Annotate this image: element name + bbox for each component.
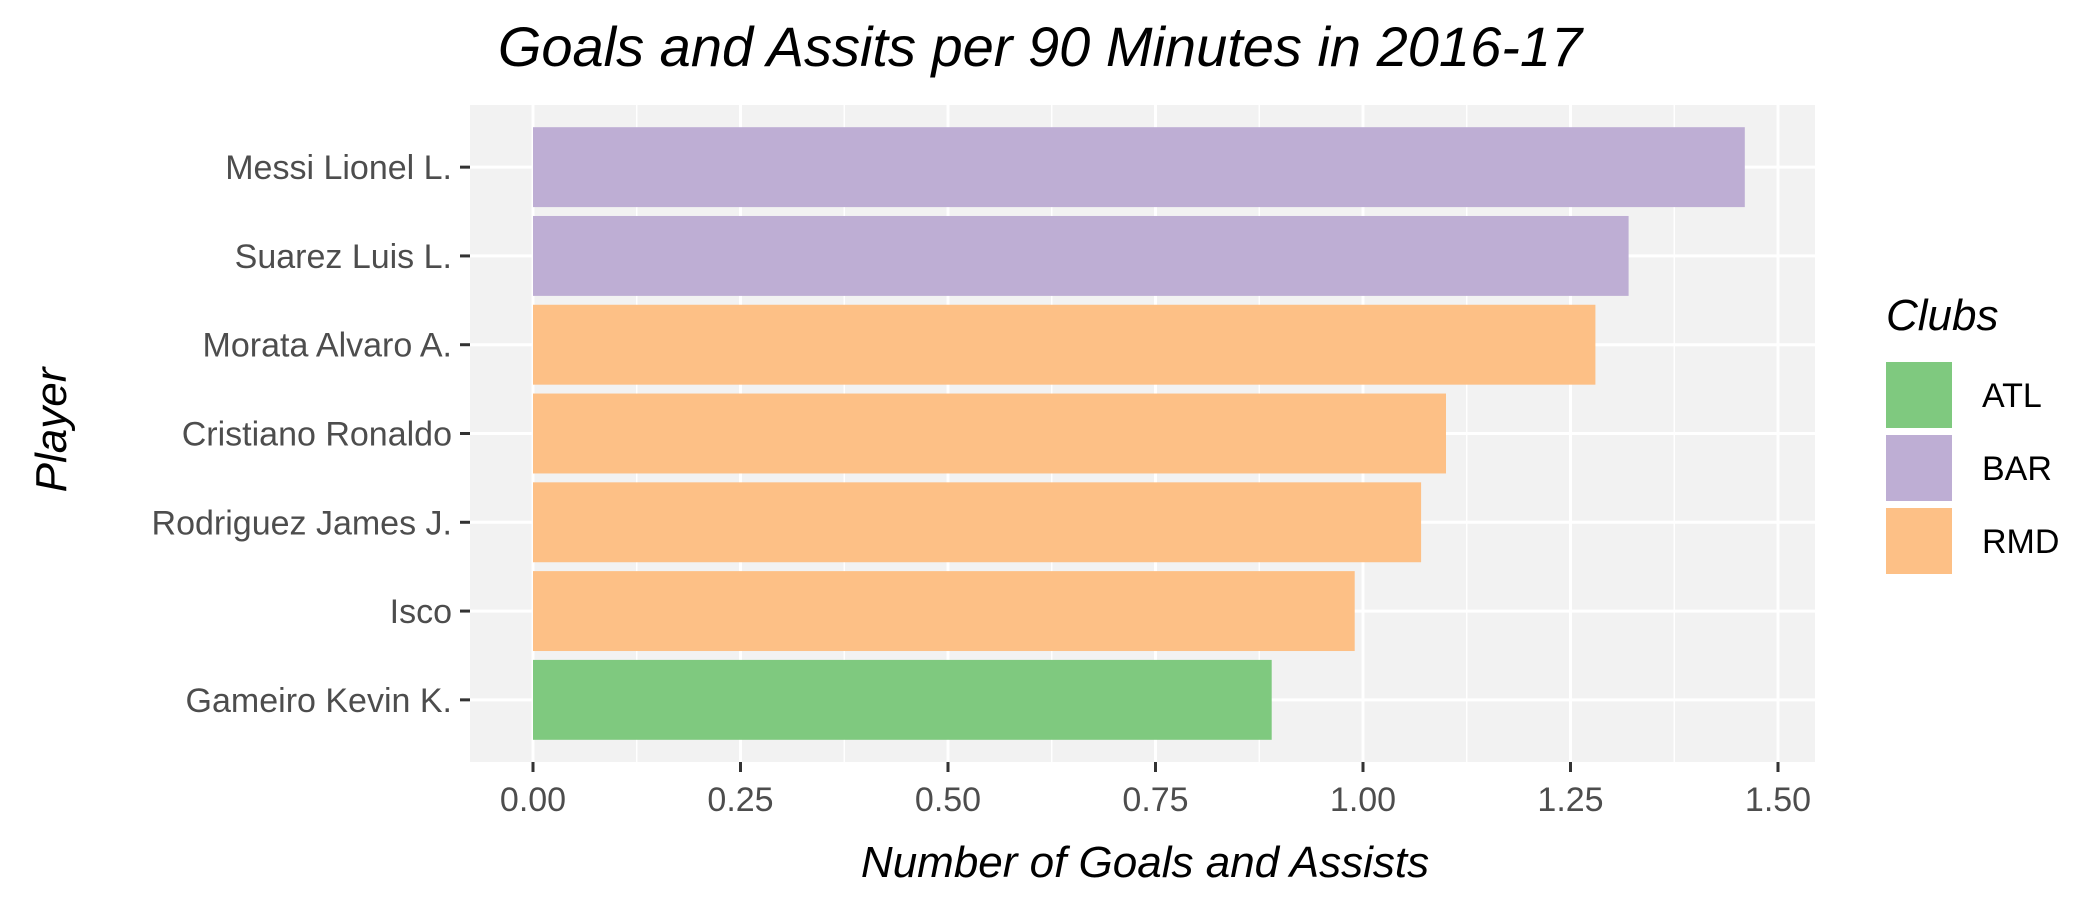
legend-label: ATL bbox=[1982, 377, 2042, 415]
y-tick-label: Messi Lionel L. bbox=[225, 149, 452, 187]
x-axis-title: Number of Goals and Assists bbox=[861, 838, 1429, 887]
y-axis: Messi Lionel L. Suarez Luis L. Morata Alva… bbox=[152, 149, 470, 720]
x-tick-label: 0.00 bbox=[500, 781, 566, 819]
x-tick-label: 0.25 bbox=[707, 781, 773, 819]
bar bbox=[533, 215, 1629, 296]
y-axis-title: Player bbox=[27, 365, 76, 492]
y-tick-label: Suarez Luis L. bbox=[235, 238, 452, 276]
legend: Clubs ATL BAR RMD bbox=[1886, 291, 2059, 574]
bars bbox=[533, 127, 1745, 740]
y-tick-label: Isco bbox=[390, 593, 452, 631]
y-tick-label: Morata Alvaro A. bbox=[203, 327, 452, 365]
y-tick-label: Cristiano Ronaldo bbox=[182, 416, 452, 454]
legend-swatch bbox=[1886, 435, 1952, 501]
legend-swatch bbox=[1886, 508, 1952, 574]
x-tick-label: 1.25 bbox=[1537, 781, 1603, 819]
bar bbox=[533, 127, 1745, 208]
x-tick-label: 1.00 bbox=[1330, 781, 1396, 819]
bar bbox=[533, 393, 1446, 474]
chart-title: Goals and Assits per 90 Minutes in 2016-… bbox=[498, 15, 1584, 78]
x-tick-label: 0.50 bbox=[915, 781, 981, 819]
bar bbox=[533, 659, 1272, 740]
x-tick-label: 1.50 bbox=[1745, 781, 1811, 819]
bar bbox=[533, 571, 1355, 652]
x-tick-label: 0.75 bbox=[1122, 781, 1188, 819]
x-axis: 0.00 0.25 0.50 0.75 1.00 1.25 1.50 bbox=[500, 762, 1811, 819]
y-tick-label: Gameiro Kevin K. bbox=[186, 682, 452, 720]
legend-label: BAR bbox=[1982, 450, 2052, 488]
legend-title: Clubs bbox=[1886, 291, 1999, 340]
legend-label: RMD bbox=[1982, 523, 2059, 561]
bar bbox=[533, 304, 1596, 385]
y-tick-label: Rodriguez James J. bbox=[152, 504, 452, 542]
bar bbox=[533, 482, 1422, 563]
legend-swatch bbox=[1886, 362, 1952, 428]
